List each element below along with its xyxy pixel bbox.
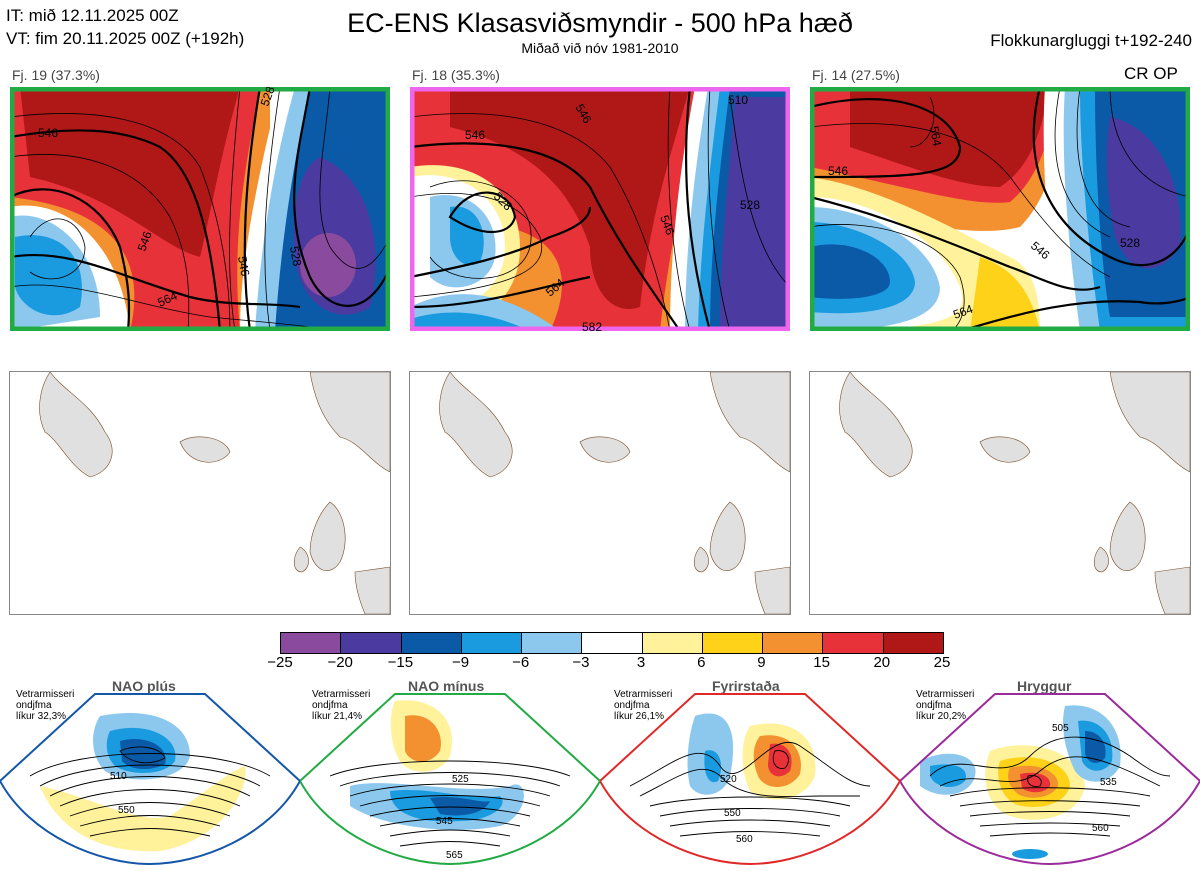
regime-title: Fyrirstaða: [712, 678, 780, 694]
regime-note: Vetrarmisseri ondjfma líkur 21,4%: [312, 689, 371, 722]
cluster-2-map: 546 528 546 510 528 546 564 582: [410, 87, 790, 331]
regime-map: 525 545 565: [300, 693, 600, 866]
page-title: EC-ENS Klasasviðsmyndir - 500 hPa hæð: [347, 8, 853, 38]
regime-ridge: Hryggur Vetrarmisseri ondjfma líkur 20,2…: [900, 676, 1200, 871]
regime-nao-minus: NAO mínus Vetrarmisseri ondjfma líkur 21…: [300, 676, 600, 871]
regime-title: Hryggur: [1017, 678, 1072, 694]
colorbar-tick-label: 15: [813, 654, 830, 671]
cluster-1-detail-map: [9, 371, 391, 615]
cluster-2-anomaly-svg: 546 528 546 510 528 546 564 582: [410, 87, 790, 331]
contour-label: 565: [446, 850, 463, 861]
contour-label: 546: [828, 164, 848, 178]
regime-map: 505 535 560: [900, 693, 1200, 866]
coastline-map: [839, 372, 1190, 614]
regime-nao-plus: NAO plús Vetrarmisseri ondjfma líkur 32,…: [0, 676, 300, 871]
colorbar-tick-label: −3: [572, 654, 590, 671]
contour-label: 564: [951, 302, 975, 322]
coastline-map: [439, 372, 790, 614]
colorbar-tick-label: 3: [636, 654, 646, 671]
regime-title: NAO plús: [112, 678, 176, 694]
cluster-2-label: Fj. 18 (35.3%): [412, 67, 500, 83]
coastline-map: [39, 372, 390, 614]
colorbar-tick-label: −6: [512, 654, 530, 671]
contour-label: 546: [135, 229, 155, 253]
colorbar-swatch: [763, 633, 824, 653]
contour-label: 505: [1052, 723, 1069, 734]
contour-label: 535: [1100, 777, 1117, 788]
contour-label: 560: [736, 834, 753, 845]
cluster-3-label: Fj. 14 (27.5%): [812, 67, 900, 83]
header-times: IT: mið 12.11.2025 00Z VT: fim 20.11.202…: [6, 4, 244, 50]
contour-label: 546: [235, 255, 252, 277]
init-time: IT: mið 12.11.2025 00Z: [6, 6, 179, 25]
contour-label: 546: [657, 213, 677, 237]
colorbar-swatch: [582, 633, 643, 653]
regime-blocking: Fyrirstaða Vetrarmisseri ondjfma líkur 2…: [600, 676, 900, 871]
contour-label: 525: [452, 774, 469, 785]
contour-label: 546: [465, 128, 485, 142]
cluster-3-map: 564 546 528 546 564: [810, 87, 1190, 331]
cluster-1-map: 546 528 546 528 546 564: [10, 87, 390, 331]
regime-note: Vetrarmisseri ondjfma líkur 32,3%: [16, 689, 75, 722]
colorbar: [280, 632, 944, 654]
colorbar-swatch: [883, 633, 943, 653]
contour-label: 564: [927, 125, 944, 147]
colorbar-tick-label: 20: [873, 654, 891, 671]
colorbar-tick-label: −25: [267, 654, 293, 671]
contour-label: 520: [720, 774, 737, 785]
contour-label: 582: [582, 320, 602, 331]
colorbar-tick-label: −15: [387, 654, 414, 671]
colorbar-tick-label: 9: [757, 654, 766, 671]
regime-note: Vetrarmisseri ondjfma líkur 26,1%: [614, 689, 673, 722]
contour-label: 546: [38, 126, 58, 140]
colorbar-tick-label: 25: [933, 654, 951, 671]
contour-label: 510: [728, 93, 748, 107]
regime-title: NAO mínus: [408, 678, 485, 694]
contour-label: 560: [1092, 823, 1109, 834]
contour-label: 550: [724, 808, 741, 819]
contour-label: 510: [110, 771, 127, 782]
colorbar-swatch: [642, 633, 703, 653]
colorbar-tick-label: 6: [697, 654, 706, 671]
page-subtitle: Miðað við nóv 1981-2010: [521, 40, 679, 56]
colorbar-swatch: [281, 633, 342, 653]
colorbar-tick-label: −20: [327, 654, 353, 671]
regime-note: Vetrarmisseri ondjfma líkur 20,2%: [916, 689, 975, 722]
colorbar-tick-label: −9: [451, 654, 470, 671]
cluster-1-anomaly-svg: 546 528 546 528 546 564: [10, 87, 390, 331]
colorbar-swatch: [702, 633, 764, 653]
colorbar-swatch: [341, 633, 402, 653]
colorbar-swatch: [461, 633, 523, 653]
colorbar-swatch: [823, 633, 884, 653]
cluster-1-label: Fj. 19 (37.3%): [12, 67, 100, 83]
contour-label: 528: [287, 245, 304, 267]
colorbar-swatch: [522, 633, 583, 653]
cluster-2-detail-map: [409, 371, 791, 615]
cluster-3-anomaly-svg: 564 546 528 546 564: [810, 87, 1190, 331]
cluster-3-detail-map: [809, 371, 1191, 615]
contour-label: 550: [118, 805, 135, 816]
colorbar-ticks: −25 −20 −15 −9 −6 −3 3 6 9 15 20 25: [267, 654, 950, 674]
contour-label: 545: [436, 816, 453, 827]
contour-label: 528: [1120, 236, 1140, 250]
contour-label: 528: [740, 198, 760, 212]
classification-window: Flokkunargluggi t+192-240: [990, 31, 1192, 50]
cluster-3-tag: CR OP: [1124, 64, 1178, 83]
regime-map: 520 550 560: [600, 693, 900, 866]
colorbar-swatch: [401, 633, 462, 653]
regime-map: 510 550: [0, 693, 300, 866]
valid-time: VT: fim 20.11.2025 00Z (+192h): [6, 29, 245, 48]
regimes: NAO plús Vetrarmisseri ondjfma líkur 32,…: [0, 676, 1200, 871]
